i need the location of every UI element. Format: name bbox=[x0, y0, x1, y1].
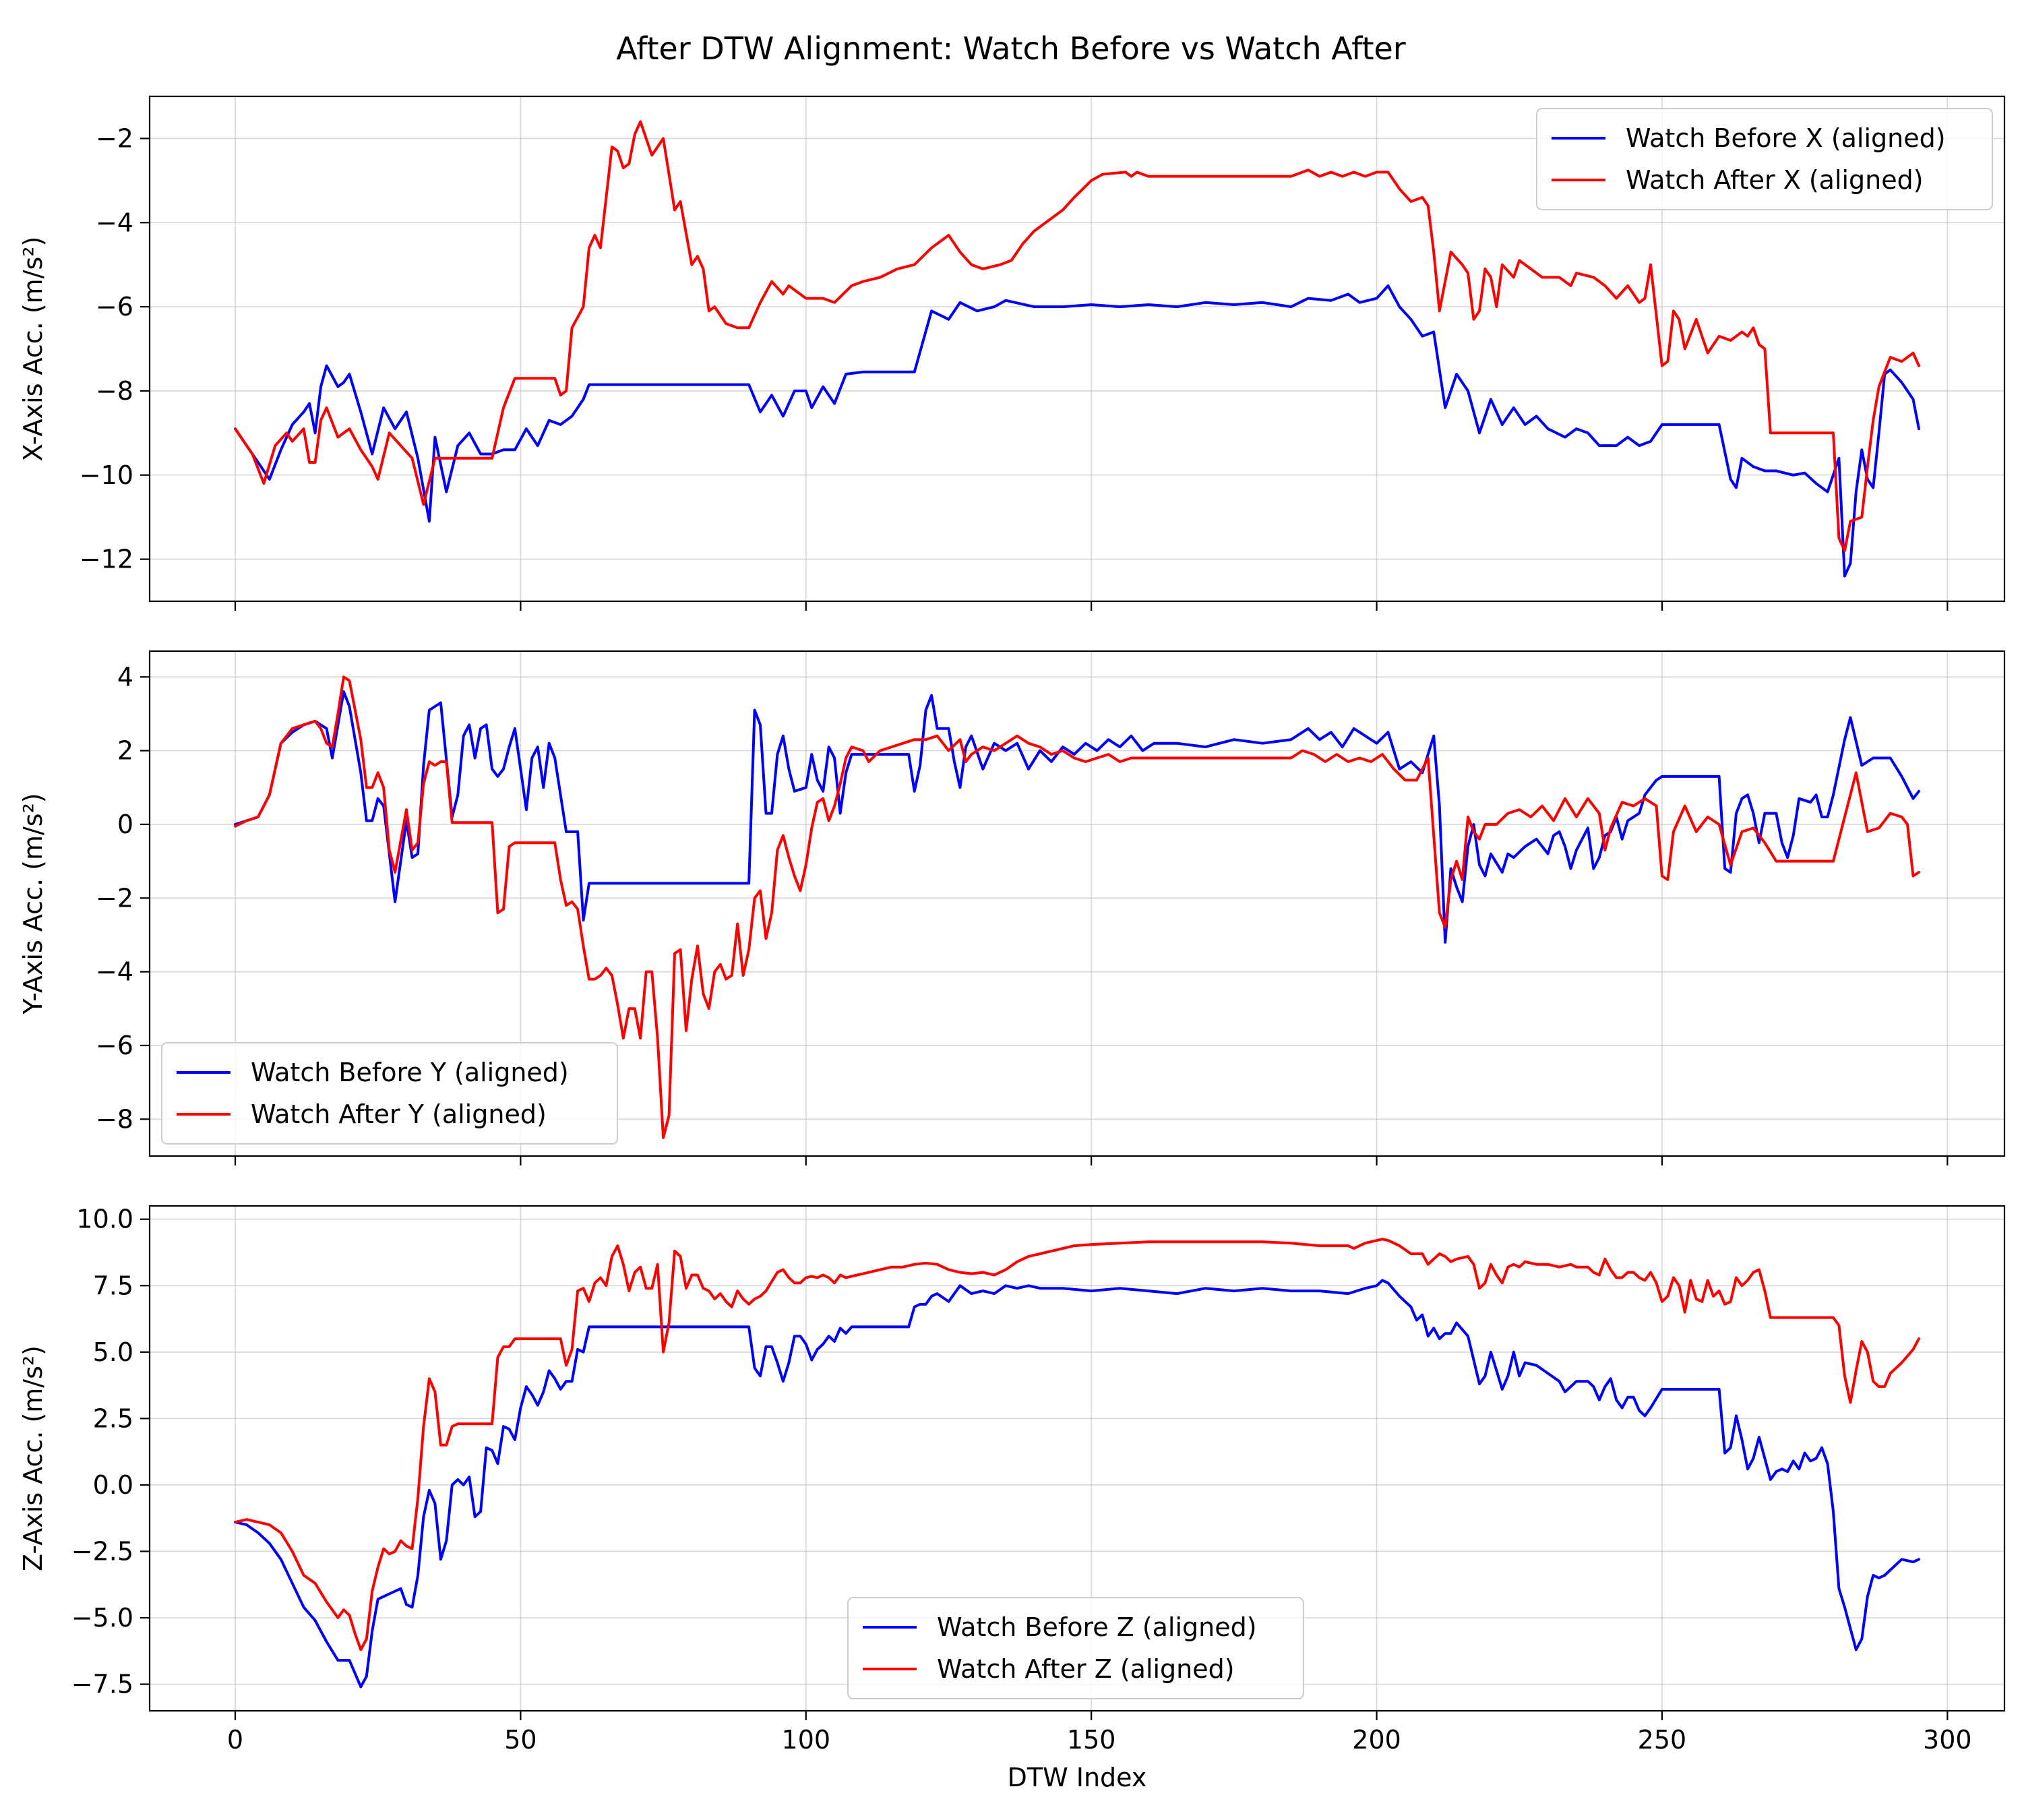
series-line-after bbox=[234, 120, 1920, 553]
y-tick-label: −7.5 bbox=[71, 1670, 133, 1699]
x-axis-label: DTW Index bbox=[1008, 1763, 1147, 1792]
y-tick-label: −5.0 bbox=[71, 1603, 133, 1633]
legend-label: Watch Before X (aligned) bbox=[1626, 123, 1946, 153]
y-tick-label: −8 bbox=[96, 1104, 133, 1134]
x-tick-label: 200 bbox=[1352, 1725, 1401, 1755]
legend-label: Watch After X (aligned) bbox=[1626, 165, 1924, 195]
y-tick-label: −2.5 bbox=[71, 1536, 133, 1566]
legend: Watch Before Y (aligned) Watch After Y (a… bbox=[161, 1042, 618, 1145]
chart-title: After DTW Alignment: Watch Before vs Wat… bbox=[616, 30, 1406, 67]
y-tick-label: 7.5 bbox=[93, 1271, 133, 1300]
x-tick-label: 100 bbox=[782, 1725, 831, 1755]
y-tick-label: −4 bbox=[96, 957, 133, 987]
series-line-before bbox=[234, 690, 1920, 944]
y-tick-label: 0 bbox=[117, 810, 133, 839]
panel-x-axis: −12 −10 −8 −6 −4 −2 X-Axis Acc. (m/s²) Watch Be… bbox=[18, 95, 2006, 611]
panel-y-axis: −8 −6 −4 −2 0 2 4 Y-Axis Acc. (m/s²) Watch Befor… bbox=[18, 650, 2006, 1165]
y-axis-label: X-Axis Acc. (m/s²) bbox=[18, 237, 48, 462]
y-tick-label: 0.0 bbox=[93, 1470, 133, 1500]
x-tick-label: 50 bbox=[504, 1725, 537, 1755]
legend: Watch Before X (aligned) Watch After X (a… bbox=[1536, 108, 1993, 210]
y-tick-label: −12 bbox=[80, 545, 133, 574]
x-tick-label: 300 bbox=[1923, 1725, 1972, 1755]
axes-frame bbox=[148, 650, 2006, 1157]
series-line-after bbox=[234, 1238, 1920, 1651]
y-tick-label: −6 bbox=[96, 292, 133, 322]
legend-box bbox=[847, 1597, 1304, 1699]
series-line-after bbox=[234, 675, 1920, 1139]
legend-box bbox=[1536, 108, 1993, 210]
x-tick-label: 150 bbox=[1067, 1725, 1116, 1755]
y-tick-label: −8 bbox=[96, 376, 133, 406]
y-tick-label: 5.0 bbox=[93, 1337, 133, 1367]
y-tick-label: −2 bbox=[96, 883, 133, 913]
y-tick-label: −6 bbox=[96, 1031, 133, 1060]
y-tick-label: −4 bbox=[96, 208, 133, 237]
legend-box bbox=[161, 1042, 618, 1145]
y-tick-label: 2 bbox=[117, 736, 133, 766]
axes-frame bbox=[148, 95, 2006, 603]
y-tick-label: 2.5 bbox=[93, 1403, 133, 1433]
x-tick-label: 0 bbox=[227, 1725, 243, 1755]
axes-frame bbox=[148, 1205, 2006, 1712]
y-tick-label: 4 bbox=[117, 662, 133, 692]
y-tick-label: −10 bbox=[80, 460, 133, 490]
legend-label: Watch Before Y (aligned) bbox=[251, 1058, 569, 1087]
y-tick-label: −2 bbox=[96, 123, 133, 153]
y-tick-label: 10.0 bbox=[76, 1205, 133, 1234]
x-tick-label: 250 bbox=[1638, 1725, 1687, 1755]
series-line-before bbox=[234, 284, 1920, 578]
y-axis-label: Z-Axis Acc. (m/s²) bbox=[18, 1345, 48, 1571]
y-axis-label: Y-Axis Acc. (m/s²) bbox=[18, 793, 48, 1014]
legend: Watch Before Z (aligned) Watch After Z (a… bbox=[847, 1597, 1304, 1699]
legend-label: Watch Before Z (aligned) bbox=[937, 1612, 1257, 1642]
series-line-before bbox=[234, 1279, 1920, 1689]
panel-z-axis: 0 50 100 150 200 250 300 −7.5 −5.0 −2.5 0.0 2.5 5.0 7… bbox=[18, 1205, 2006, 1755]
legend-label: Watch After Y (aligned) bbox=[251, 1099, 547, 1129]
legend-label: Watch After Z (aligned) bbox=[937, 1654, 1235, 1684]
